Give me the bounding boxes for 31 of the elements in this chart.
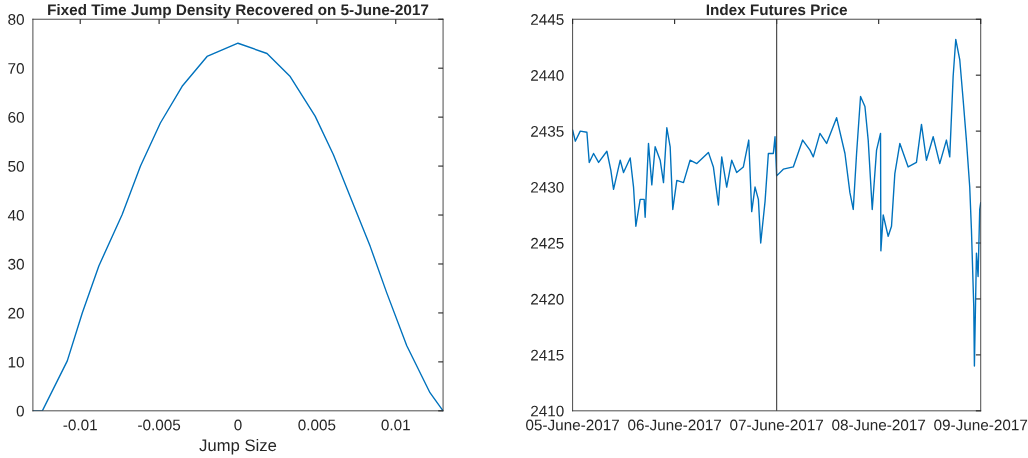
x-tick-label: -0.01 <box>63 419 97 431</box>
y-tick-label: 80 <box>8 14 24 25</box>
y-tick-label: 60 <box>8 112 24 123</box>
x-tick-label: 0.005 <box>298 419 336 431</box>
y-tick-label: 40 <box>7 209 24 221</box>
y-tick-label: 0 <box>16 405 24 417</box>
x-axis-title: Jump Size <box>199 438 277 455</box>
y-tick-label: 2425 <box>531 237 564 249</box>
x-tick-label: 09-June-2017 <box>934 419 1028 431</box>
x-tick-label: -0.005 <box>138 419 181 431</box>
y-tick-label: 2415 <box>531 349 564 361</box>
x-tick-label: 0.01 <box>381 419 410 431</box>
y-tick-label: 10 <box>8 356 24 368</box>
x-tick-label: 06-June-2017 <box>628 419 722 431</box>
x-tick-label: 08-June-2017 <box>832 419 926 431</box>
y-tick-label: 2445 <box>531 14 564 25</box>
chart-title: Fixed Time Jump Density Recovered on 5-June-2017 <box>48 4 429 19</box>
x-tick-label: 05-June-2017 <box>526 419 619 431</box>
line-series <box>572 38 981 367</box>
y-tick-label: 2420 <box>531 293 564 305</box>
y-tick-label: 30 <box>8 258 24 270</box>
y-tick-label: 2435 <box>531 125 564 137</box>
y-tick-label: 50 <box>8 160 24 172</box>
x-tick-label: 07-June-2017 <box>730 419 824 431</box>
y-tick-label: 20 <box>8 307 24 319</box>
y-tick-label: 2410 <box>531 405 564 417</box>
y-tick-label: 2430 <box>531 181 564 193</box>
y-tick-label: 70 <box>8 63 24 74</box>
y-tick-label: 2440 <box>531 70 564 81</box>
chart-title: Index Futures Price <box>706 4 848 16</box>
x-tick-label: 0 <box>234 419 242 431</box>
